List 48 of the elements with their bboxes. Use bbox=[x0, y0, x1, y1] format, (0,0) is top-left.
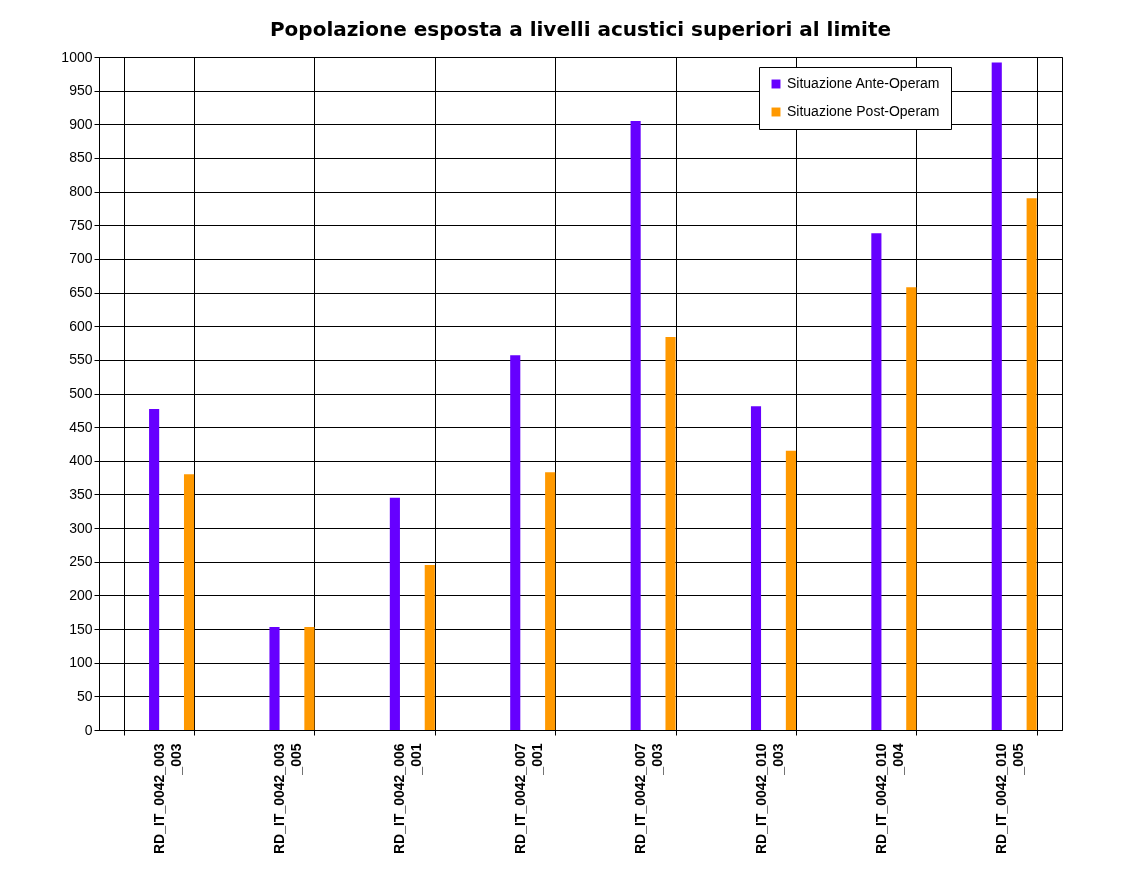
y-tick-label: 400 bbox=[69, 452, 93, 469]
y-tick-label: 600 bbox=[69, 317, 93, 334]
legend-label: Situazione Ante-Operam bbox=[787, 75, 940, 91]
y-tick-label: 700 bbox=[69, 250, 93, 267]
y-tick-label: 150 bbox=[69, 620, 93, 637]
bar bbox=[630, 120, 641, 730]
x-tick-label: RD_IT_0042_010_005 bbox=[993, 743, 1027, 855]
bar bbox=[665, 336, 676, 730]
y-tick-label: 900 bbox=[69, 115, 93, 132]
x-tick-label: RD_IT_0042_007_003 bbox=[632, 743, 666, 855]
y-tick-label: 450 bbox=[69, 418, 93, 435]
y-tick-label: 350 bbox=[69, 485, 93, 502]
bar bbox=[424, 565, 435, 730]
chart-title: Popolazione esposta a livelli acustici superiori al limite bbox=[269, 17, 892, 41]
x-tick-label: RD_IT_0042_003_003 bbox=[150, 743, 184, 855]
bar bbox=[545, 472, 556, 730]
x-tick-label: RD_IT_0042_003_005 bbox=[271, 743, 305, 855]
legend-label: Situazione Post-Operam bbox=[787, 103, 940, 119]
bar bbox=[1026, 198, 1037, 730]
y-tick-label: 50 bbox=[76, 687, 93, 704]
bar bbox=[269, 627, 280, 730]
y-tick-label: 750 bbox=[69, 216, 93, 233]
x-tick-label: RD_IT_0042_007_001 bbox=[511, 743, 545, 855]
x-tick-label: RD_IT_0042_010_003 bbox=[752, 743, 786, 855]
bar bbox=[389, 497, 400, 730]
y-tick-label: 300 bbox=[69, 519, 93, 536]
y-tick-label: 0 bbox=[84, 721, 93, 738]
y-tick-label: 200 bbox=[69, 586, 93, 603]
y-tick-label: 850 bbox=[69, 149, 93, 166]
y-tick-label: 650 bbox=[69, 284, 93, 301]
bar bbox=[785, 450, 796, 730]
y-tick-label: 500 bbox=[69, 385, 93, 401]
bar bbox=[304, 627, 315, 730]
bar bbox=[149, 408, 160, 730]
bar bbox=[906, 287, 917, 730]
y-tick-label: 1000 bbox=[61, 48, 93, 65]
y-tick-label: 950 bbox=[69, 82, 93, 99]
x-tick-label: RD_IT_0042_006_001 bbox=[391, 743, 425, 855]
y-tick-label: 100 bbox=[69, 654, 93, 671]
bar bbox=[750, 406, 762, 730]
bar bbox=[183, 474, 195, 730]
bar bbox=[871, 233, 882, 730]
y-tick-label: 250 bbox=[69, 553, 93, 570]
x-tick-label: RD_IT_0042_010_004 bbox=[872, 743, 906, 855]
bar bbox=[510, 355, 521, 730]
y-tick-label: 550 bbox=[69, 351, 93, 368]
y-tick-label: 800 bbox=[69, 183, 93, 200]
bar bbox=[991, 62, 1002, 730]
